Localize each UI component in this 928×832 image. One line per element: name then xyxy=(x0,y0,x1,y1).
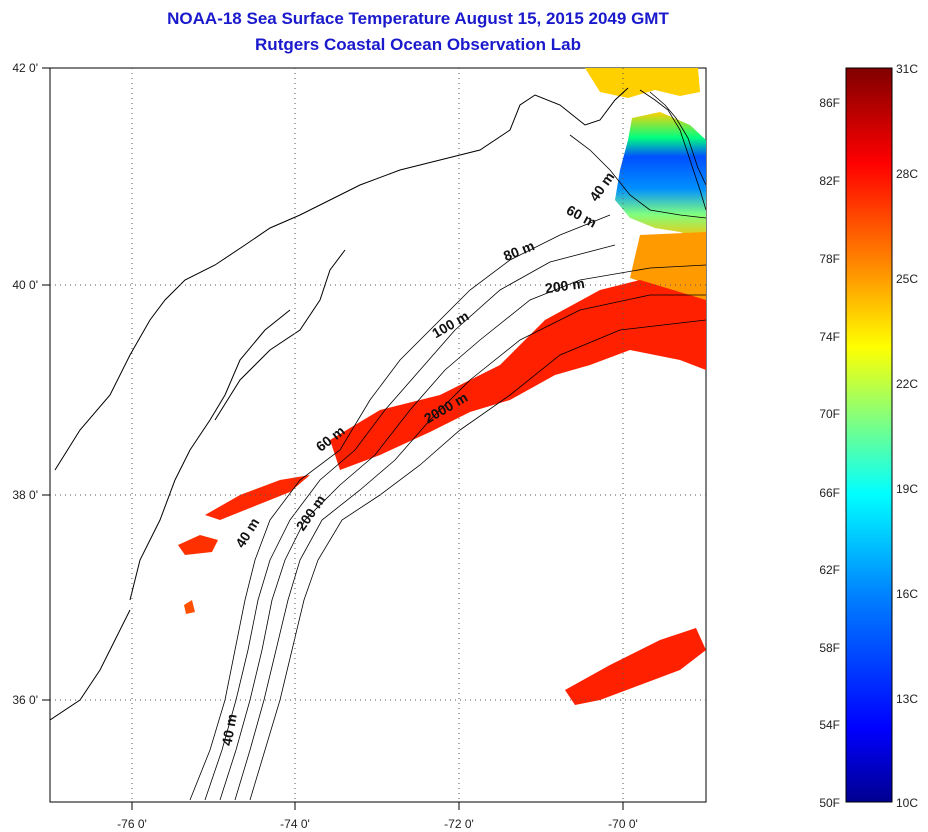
sst-map-figure: 40 m 60 m 80 m 200 m 100 m 2000 m 60 m 4… xyxy=(0,0,928,832)
colorbar-f-label: 66F xyxy=(819,486,840,500)
colorbar-c-label: 25C xyxy=(896,272,918,286)
colorbar-c-label: 10C xyxy=(896,796,918,810)
lon-tick-label: -74 0' xyxy=(280,817,310,831)
colorbar-c-label: 16C xyxy=(896,587,918,601)
colorbar-c-label: 28C xyxy=(896,167,918,181)
colorbar-f-label: 86F xyxy=(819,96,840,110)
lon-tick-label: -76 0' xyxy=(117,817,147,831)
colorbar-c-label: 13C xyxy=(896,692,918,706)
colorbar-c-label: 31C xyxy=(896,62,918,76)
lat-tick-label: 36 0' xyxy=(12,693,38,707)
colorbar-f-label: 54F xyxy=(819,718,840,732)
colorbar-f-label: 62F xyxy=(819,563,840,577)
colorbar-c-label: 19C xyxy=(896,482,918,496)
colorbar-c-label: 22C xyxy=(896,377,918,391)
lon-tick-label: -70 0' xyxy=(608,817,638,831)
lon-tick-label: -72 0' xyxy=(444,817,474,831)
colorbar-f-label: 70F xyxy=(819,407,840,421)
lat-tick-label: 42 0' xyxy=(12,61,38,75)
lat-tick-label: 40 0' xyxy=(12,278,38,292)
colorbar-f-label: 50F xyxy=(819,796,840,810)
colorbar-f-label: 74F xyxy=(819,330,840,344)
colorbar-f-label: 78F xyxy=(819,252,840,266)
colorbar xyxy=(846,68,892,802)
colorbar-f-label: 58F xyxy=(819,641,840,655)
lat-tick-label: 38 0' xyxy=(12,488,38,502)
colorbar-f-label: 82F xyxy=(819,174,840,188)
